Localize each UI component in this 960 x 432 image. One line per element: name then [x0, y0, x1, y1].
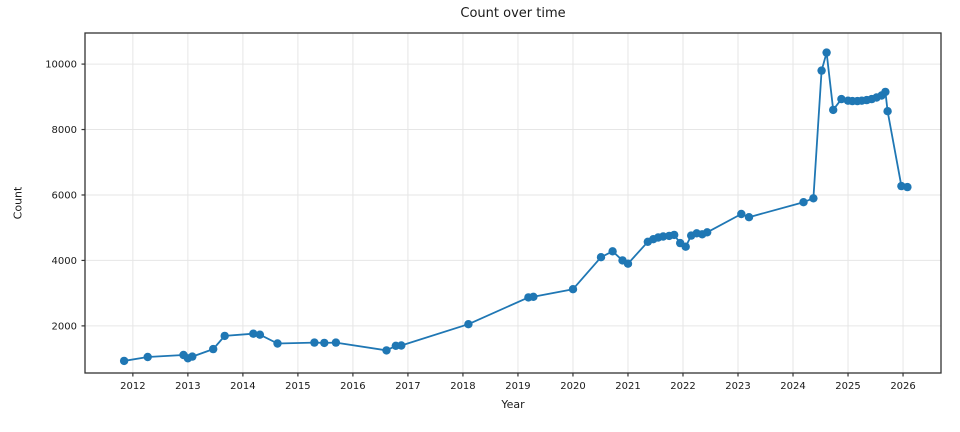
data-point: [681, 242, 690, 251]
x-tick-label: 2025: [835, 381, 860, 392]
x-axis-label: Year: [501, 398, 525, 411]
plot-border: [84, 32, 942, 374]
x-tick-label: 2026: [890, 381, 915, 392]
x-tick-label: 2013: [175, 381, 200, 392]
data-point: [903, 182, 912, 192]
data-line: [123, 51, 909, 362]
data-point: [809, 194, 818, 203]
data-point: [119, 356, 129, 366]
data-point: [320, 338, 329, 348]
x-tick-label: 2012: [120, 381, 145, 392]
x-tick-label: 2024: [780, 381, 805, 392]
data-point: [464, 320, 473, 329]
data-point: [143, 352, 152, 362]
x-tick-label: 2023: [725, 381, 750, 392]
y-tick-label: 8000: [52, 125, 77, 136]
data-point: [703, 228, 712, 237]
y-axis-label: Count: [11, 186, 25, 220]
x-tick-label: 2019: [505, 381, 530, 392]
data-point: [883, 107, 892, 116]
data-point: [209, 344, 218, 354]
data-point: [817, 66, 826, 75]
data-point: [382, 346, 391, 355]
data-point: [310, 338, 319, 347]
data-point: [608, 247, 617, 256]
y-tick-label: 4000: [52, 256, 77, 267]
y-tick-label: 2000: [52, 321, 77, 332]
x-tick-label: 2021: [615, 381, 640, 392]
data-point: [255, 330, 265, 339]
data-point: [837, 94, 846, 104]
data-point: [744, 213, 754, 222]
data-point: [331, 338, 341, 347]
data-point: [881, 87, 890, 97]
data-point: [670, 230, 679, 240]
data-point: [273, 339, 282, 348]
x-tick-label: 2015: [285, 381, 310, 392]
data-point: [529, 292, 538, 301]
data-point: [822, 48, 831, 57]
x-tick-label: 2016: [340, 381, 365, 392]
data-point: [397, 341, 406, 350]
data-point: [220, 331, 229, 341]
x-tick-label: 2014: [230, 381, 255, 392]
data-point: [829, 105, 838, 115]
x-tick-label: 2022: [670, 381, 695, 392]
data-point: [737, 209, 746, 219]
y-tick-label: 10000: [45, 60, 77, 71]
y-tick-label: 6000: [52, 190, 77, 201]
data-point: [623, 259, 633, 268]
data-point: [568, 285, 578, 294]
chart-title: Count over time: [460, 6, 566, 21]
data-point: [596, 253, 606, 262]
x-tick-label: 2018: [450, 381, 475, 392]
x-tick-label: 2017: [395, 381, 420, 392]
data-point: [188, 352, 197, 361]
data-point: [799, 198, 808, 207]
data-point: [249, 329, 258, 338]
x-tick-label: 2020: [560, 381, 585, 392]
